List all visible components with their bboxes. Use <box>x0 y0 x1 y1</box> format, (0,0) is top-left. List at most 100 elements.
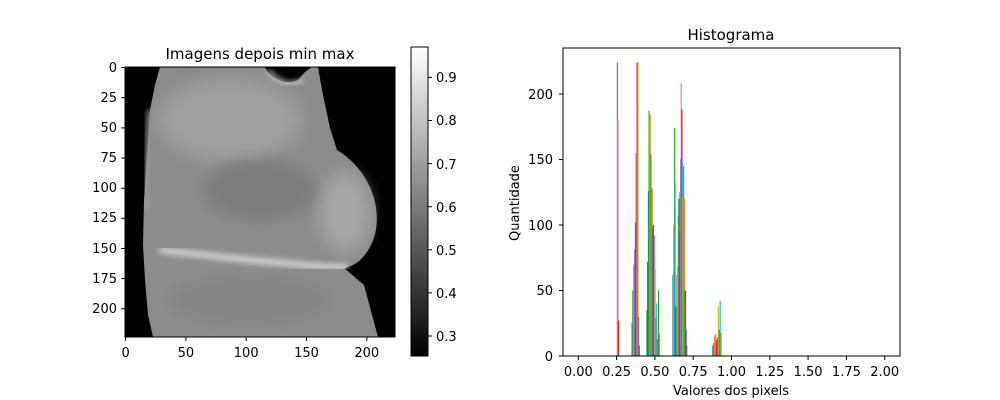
image-y-ticks: 0 25 50 75 100 125 150 175 200 <box>92 61 125 317</box>
histogram-bar <box>683 198 685 356</box>
histogram-bar <box>656 303 658 356</box>
histogram-bar <box>673 224 675 356</box>
histogram-bar <box>618 320 620 356</box>
histogram-bar <box>650 154 652 356</box>
image-panel: Imagens depois min max 0 50 100 150 200 <box>92 45 396 361</box>
histogram-y-tick-label: 100 <box>528 219 553 234</box>
image-x-tick-label: 150 <box>294 346 319 361</box>
histogram-x-ticks: 0.00 0.25 0.50 0.75 1.00 1.25 1.50 1.75 … <box>564 356 899 380</box>
colorbar-tick-label: 0.6 <box>436 201 457 216</box>
image-title: Imagens depois min max <box>165 45 354 63</box>
image-y-tick-label: 150 <box>92 242 117 257</box>
histogram-bar <box>634 222 637 356</box>
colorbar-tick-label: 0.4 <box>436 287 457 302</box>
histogram-bar <box>678 198 680 356</box>
histogram-bar <box>651 188 653 356</box>
histogram-y-ticks: 0 50 100 150 200 <box>528 88 563 365</box>
histogram-bar <box>648 110 650 356</box>
image-y-tick-label: 100 <box>92 181 117 196</box>
histogram-bar <box>678 231 681 356</box>
histogram-bar <box>719 300 721 356</box>
histogram-bar <box>652 224 654 356</box>
histogram-panel: Histograma 0.00 0.25 0.50 0.75 1.00 1.25… <box>508 26 901 399</box>
image-y-tick-label: 0 <box>109 61 117 76</box>
image-area <box>125 67 395 337</box>
histogram-bar <box>680 159 682 356</box>
histogram-x-tick-label: 2.00 <box>870 365 899 380</box>
histogram-bar <box>653 236 655 356</box>
histogram-bar <box>683 165 685 356</box>
histogram-bar <box>654 235 656 356</box>
histogram-bar <box>655 317 657 356</box>
histogram-bar <box>717 306 719 356</box>
histogram-bar <box>714 333 717 356</box>
histogram-bar <box>657 290 660 356</box>
histogram-x-tick-label: 0.50 <box>640 365 669 380</box>
colorbar-ticks: 0.3 0.4 0.5 0.6 0.7 0.8 0.9 <box>428 71 457 345</box>
histogram-bar <box>682 196 684 356</box>
histogram-y-tick-label: 200 <box>528 88 553 103</box>
histogram-bar <box>676 266 679 356</box>
histogram-bar <box>677 215 679 356</box>
histogram-y-axis-label: Quantidade <box>508 165 523 241</box>
image-fold-highlight <box>159 247 349 271</box>
image-y-tick-label: 50 <box>100 121 117 136</box>
histogram-bar <box>634 249 636 356</box>
histogram-bar <box>686 345 688 356</box>
histogram-bar <box>635 152 637 356</box>
histogram-bar <box>684 290 687 356</box>
image-highlight-upper <box>160 80 300 160</box>
colorbar: 0.3 0.4 0.5 0.6 0.7 0.8 0.9 <box>410 46 457 357</box>
image-x-tick-label: 50 <box>178 346 195 361</box>
histogram-bar <box>637 62 639 357</box>
histogram-bar <box>638 316 640 356</box>
image-x-tick-label: 200 <box>354 346 379 361</box>
histogram-title: Histograma <box>687 26 774 44</box>
histogram-bar <box>679 192 681 356</box>
histogram-bar <box>636 62 638 357</box>
histogram-bars <box>616 62 722 357</box>
histogram-x-tick-label: 1.50 <box>794 365 823 380</box>
image-x-tick-label: 0 <box>121 346 129 361</box>
histogram-bar <box>636 62 639 357</box>
histogram-bar <box>617 120 619 356</box>
histogram-bar <box>646 310 648 356</box>
histogram-bar <box>631 323 633 356</box>
histogram-x-tick-label: 1.00 <box>717 365 746 380</box>
histogram-x-tick-label: 0.75 <box>679 365 708 380</box>
image-y-tick-label: 200 <box>92 302 117 317</box>
histogram-bar <box>716 337 719 356</box>
histogram-x-axis-label: Valores dos pixels <box>673 384 789 399</box>
image-y-tick-label: 25 <box>100 91 117 106</box>
colorbar-tick-label: 0.3 <box>436 330 457 345</box>
colorbar-gradient <box>410 46 429 357</box>
histogram-y-tick-label: 50 <box>536 284 553 299</box>
image-y-tick-label: 175 <box>92 272 117 287</box>
histogram-bar <box>649 114 651 356</box>
image-highlight-breast <box>320 172 370 252</box>
histogram-x-tick-label: 0.00 <box>564 365 593 380</box>
image-frame <box>124 66 396 338</box>
histogram-bar <box>656 338 659 356</box>
histogram-y-tick-label: 150 <box>528 153 553 168</box>
histogram-bar <box>650 198 653 356</box>
histogram-bar <box>638 345 640 356</box>
histogram-bar <box>652 228 654 356</box>
histogram-bar <box>633 265 635 356</box>
histogram-bar <box>712 345 714 356</box>
histogram-bar <box>632 290 634 356</box>
histogram-bar <box>713 342 715 356</box>
histogram-bar <box>681 162 684 356</box>
histogram-bar <box>658 333 661 356</box>
image-y-tick-label: 75 <box>100 151 117 166</box>
histogram-bar <box>673 127 676 356</box>
histogram-bar <box>720 332 722 356</box>
image-shadow-mid <box>205 160 315 220</box>
colorbar-tick-label: 0.9 <box>436 71 457 86</box>
histogram-x-tick-label: 1.25 <box>755 365 784 380</box>
image-shadow-lower <box>170 275 330 325</box>
histogram-x-tick-label: 1.75 <box>832 365 861 380</box>
histogram-bar <box>685 329 687 356</box>
histogram-bar <box>715 340 718 356</box>
